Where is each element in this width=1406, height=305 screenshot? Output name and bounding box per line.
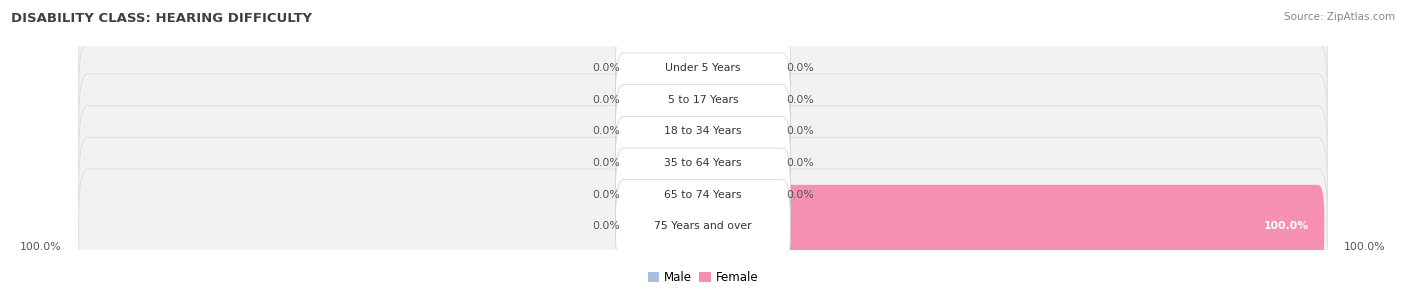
FancyBboxPatch shape — [623, 121, 709, 204]
Text: 0.0%: 0.0% — [786, 190, 814, 200]
Text: 0.0%: 0.0% — [786, 158, 814, 168]
FancyBboxPatch shape — [623, 27, 709, 109]
Text: 0.0%: 0.0% — [592, 221, 620, 231]
FancyBboxPatch shape — [616, 117, 790, 210]
Text: Source: ZipAtlas.com: Source: ZipAtlas.com — [1284, 12, 1395, 22]
FancyBboxPatch shape — [697, 121, 783, 204]
FancyBboxPatch shape — [79, 137, 1327, 252]
Legend: Male, Female: Male, Female — [643, 267, 763, 289]
Text: 0.0%: 0.0% — [592, 63, 620, 73]
Text: 0.0%: 0.0% — [592, 95, 620, 105]
Text: 100.0%: 100.0% — [1264, 221, 1309, 231]
FancyBboxPatch shape — [616, 85, 790, 178]
Text: 18 to 34 Years: 18 to 34 Years — [664, 126, 742, 136]
FancyBboxPatch shape — [697, 90, 783, 173]
FancyBboxPatch shape — [623, 153, 709, 236]
FancyBboxPatch shape — [616, 180, 790, 273]
FancyBboxPatch shape — [616, 21, 790, 114]
Text: 75 Years and over: 75 Years and over — [654, 221, 752, 231]
Text: Under 5 Years: Under 5 Years — [665, 63, 741, 73]
Text: 0.0%: 0.0% — [786, 95, 814, 105]
Text: 35 to 64 Years: 35 to 64 Years — [664, 158, 742, 168]
FancyBboxPatch shape — [616, 53, 790, 146]
FancyBboxPatch shape — [616, 148, 790, 241]
FancyBboxPatch shape — [623, 58, 709, 141]
FancyBboxPatch shape — [697, 58, 783, 141]
Text: 100.0%: 100.0% — [20, 242, 62, 252]
FancyBboxPatch shape — [79, 74, 1327, 188]
FancyBboxPatch shape — [623, 185, 709, 268]
Text: 0.0%: 0.0% — [786, 63, 814, 73]
FancyBboxPatch shape — [79, 169, 1327, 284]
Text: 0.0%: 0.0% — [592, 158, 620, 168]
Text: 65 to 74 Years: 65 to 74 Years — [664, 190, 742, 200]
Text: 0.0%: 0.0% — [786, 126, 814, 136]
FancyBboxPatch shape — [79, 42, 1327, 157]
FancyBboxPatch shape — [697, 153, 783, 236]
Text: 0.0%: 0.0% — [592, 190, 620, 200]
FancyBboxPatch shape — [79, 106, 1327, 220]
Text: 0.0%: 0.0% — [592, 126, 620, 136]
Text: 100.0%: 100.0% — [1344, 242, 1386, 252]
Text: DISABILITY CLASS: HEARING DIFFICULTY: DISABILITY CLASS: HEARING DIFFICULTY — [11, 12, 312, 25]
FancyBboxPatch shape — [79, 11, 1327, 125]
Text: 5 to 17 Years: 5 to 17 Years — [668, 95, 738, 105]
FancyBboxPatch shape — [623, 90, 709, 173]
FancyBboxPatch shape — [697, 27, 783, 109]
FancyBboxPatch shape — [697, 185, 1324, 268]
